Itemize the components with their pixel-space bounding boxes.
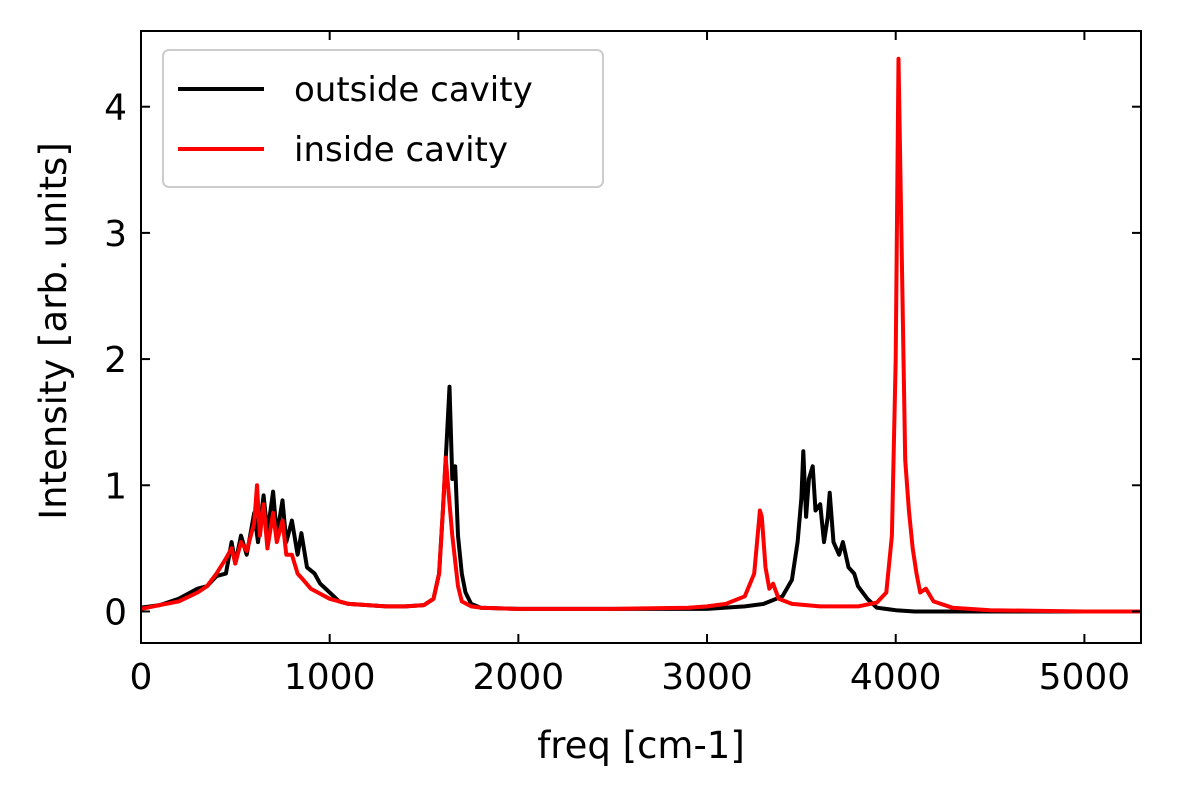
y-tick-label: 0 — [104, 592, 127, 633]
series-line-inside-cavity — [141, 56, 1141, 614]
y-tick-label: 3 — [104, 214, 127, 255]
x-tick-label: 1000 — [284, 657, 376, 698]
x-tick-label: 4000 — [850, 657, 942, 698]
legend-box — [162, 49, 604, 188]
y-tick-label: 1 — [104, 466, 127, 507]
x-tick-label: 2000 — [473, 657, 565, 698]
y-tick-label: 2 — [104, 340, 127, 381]
plot-frame — [140, 30, 1142, 644]
legend-label-outside-cavity: outside cavity — [294, 70, 533, 110]
series-layer — [141, 56, 1141, 614]
y-axis-ticks: 0 1 2 3 4 — [104, 88, 1141, 633]
x-tick-label: 5000 — [1039, 657, 1131, 698]
x-tick-label: 3000 — [661, 657, 753, 698]
legend-label-inside-cavity: inside cavity — [294, 130, 508, 170]
x-axis-label: freq [cm-1] — [537, 724, 745, 767]
y-axis-label: Intensity [arb. units] — [32, 142, 75, 520]
series-line-outside-cavity — [141, 384, 1141, 614]
legend: outside cavity inside cavity — [162, 49, 604, 188]
x-tick-label: 0 — [130, 657, 153, 698]
y-tick-label: 4 — [104, 88, 127, 129]
x-axis-ticks: 0 1000 2000 3000 4000 5000 — [130, 31, 1131, 698]
